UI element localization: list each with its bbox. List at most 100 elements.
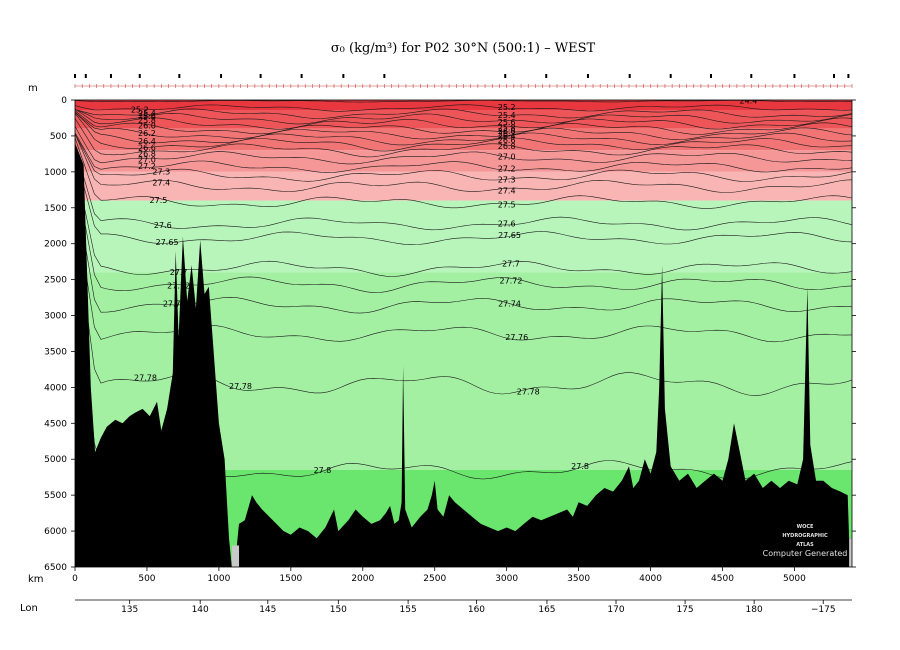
contour-label-25.2-1: 25.2	[498, 103, 516, 112]
contour-27.72	[75, 171, 852, 293]
contour-25.6	[75, 109, 852, 125]
contour-27.2	[75, 132, 852, 173]
depth-tick-label-500: 500	[50, 132, 67, 142]
km-tick-label-4000: 4000	[639, 574, 662, 584]
station-marker-9	[383, 74, 386, 78]
km-tick-label-1500: 1500	[279, 574, 302, 584]
contour-label-27.74-1: 27.74	[498, 300, 521, 309]
contour-label-27.4-0: 27.4	[152, 178, 170, 187]
contour-25.4	[75, 108, 852, 119]
lon-axis-label: Lon	[20, 603, 38, 614]
km-tick-label-3000: 3000	[495, 574, 518, 584]
km-tick-label-5000: 5000	[783, 574, 806, 584]
lon-tick-label-9: 180	[746, 605, 763, 615]
station-marker-17	[793, 74, 796, 78]
depth-tick-label-5500: 5500	[44, 491, 67, 501]
depth-tick-label-6500: 6500	[44, 563, 67, 573]
km-tick-label-3500: 3500	[567, 574, 590, 584]
contour-label-27.65-0: 27.65	[156, 238, 179, 247]
contour-label-27.5-0: 27.5	[150, 196, 168, 205]
contour-label-27.0-1: 27.0	[498, 152, 516, 161]
lon-tick-label-6: 165	[538, 605, 555, 615]
station-marker-1	[84, 74, 87, 78]
depth-tick-label-5000: 5000	[44, 455, 67, 465]
computer-generated-note: Computer Generated	[763, 549, 848, 558]
seafloor-bathymetry	[75, 143, 852, 567]
depth-tick-label-1000: 1000	[44, 168, 67, 178]
density-band-5	[75, 200, 852, 273]
contour-label-27.78-2: 27.78	[517, 388, 540, 397]
watermark-line-2: ATLAS	[796, 542, 814, 548]
km-tick-label-2000: 2000	[351, 574, 374, 584]
station-marker-13	[628, 74, 631, 78]
contour-27.65	[75, 152, 852, 246]
lon-tick-label-1: 140	[192, 605, 209, 615]
contour-25.2	[75, 104, 852, 112]
contour-label-26.2-1: 26.2	[498, 130, 516, 139]
lon-tick-label-7: 170	[607, 605, 624, 615]
station-marker-19	[847, 74, 850, 78]
contour-label-26.0-0: 26.0	[138, 122, 156, 131]
contour-26.0	[75, 110, 852, 135]
contour-27.0	[75, 126, 852, 165]
lon-tick-label-10: −175	[811, 605, 836, 615]
contour-26.6	[75, 113, 852, 152]
contour-label-27.3-0: 27.3	[152, 167, 170, 176]
contour-label-27.78-1: 27.78	[229, 382, 252, 391]
contour-label-27.78-0: 27.78	[134, 374, 157, 383]
contour-27.6	[75, 146, 852, 231]
contour-26.2	[75, 111, 852, 141]
contour-label-26.6-1: 26.6	[498, 136, 516, 145]
km-tick-label-1000: 1000	[207, 574, 230, 584]
contour-26.8	[75, 118, 852, 158]
depth-tick-label-0: 0	[61, 96, 67, 106]
no-data-region	[231, 545, 240, 567]
density-band-0	[75, 100, 852, 111]
station-marker-6	[259, 74, 262, 78]
contour-26.4	[75, 112, 852, 146]
depth-tick-label-3000: 3000	[44, 312, 67, 322]
station-marker-10	[504, 74, 507, 78]
contour-label-27.6-0: 27.6	[154, 221, 172, 230]
depth-axis-label: m	[28, 83, 38, 94]
station-marker-11	[545, 74, 548, 78]
station-marker-0	[74, 74, 76, 78]
km-tick-label-4500: 4500	[711, 574, 734, 584]
depth-tick-label-3500: 3500	[44, 347, 67, 357]
contour-label-26.0-1: 26.0	[498, 127, 516, 136]
contour-label-27.3-1: 27.3	[498, 175, 516, 184]
depth-tick-label-4000: 4000	[44, 383, 67, 393]
contour-label-25.2-0: 25.2	[131, 105, 149, 114]
lon-tick-label-0: 135	[121, 605, 138, 615]
contour-label-26.2-0: 26.2	[138, 129, 156, 138]
station-marker-14	[669, 74, 672, 78]
contour-label-27.76-0: 27.76	[505, 333, 528, 342]
contour-label-26.6-0: 26.6	[138, 144, 156, 153]
density-band-3	[75, 150, 852, 172]
contour-label-25.6-1: 25.6	[498, 118, 516, 127]
contour-label-27.6-1: 27.6	[498, 219, 516, 228]
contour-label-27.0-0: 27.0	[138, 155, 156, 164]
km-tick-label-2500: 2500	[423, 574, 446, 584]
contour-label-26.4-1: 26.4	[498, 132, 516, 141]
plot-area: 24.425.2 25.225.4 25.425.625.625.825.826.0…	[75, 100, 852, 567]
depth-tick-label-2500: 2500	[44, 276, 67, 286]
lon-tick-label-3: 150	[330, 605, 347, 615]
contour-label-26.4-0: 26.4	[138, 137, 156, 146]
km-tick-label-0: 0	[72, 574, 78, 584]
depth-tick-label-4500: 4500	[44, 419, 67, 429]
density-band-4	[75, 171, 852, 201]
contour-label-27.7-1: 27.7	[502, 259, 520, 268]
lon-tick-label-8: 175	[676, 605, 693, 615]
contour-label-25.6-0: 25.6	[138, 112, 156, 121]
depth-tick-label-2000: 2000	[44, 240, 67, 250]
contour-label-25.4-0: 25.4	[138, 109, 156, 118]
contour-label-26.8-1: 26.8	[498, 142, 516, 151]
watermark-line-1: HYDROGRAPHIC	[782, 533, 828, 539]
contour-label-25.8-1: 25.8	[498, 124, 516, 133]
km-tick-label-500: 500	[138, 574, 155, 584]
contour-label-27.72-1: 27.72	[500, 276, 523, 285]
no-data-region-edge	[849, 538, 852, 567]
station-marker-4	[178, 74, 181, 78]
